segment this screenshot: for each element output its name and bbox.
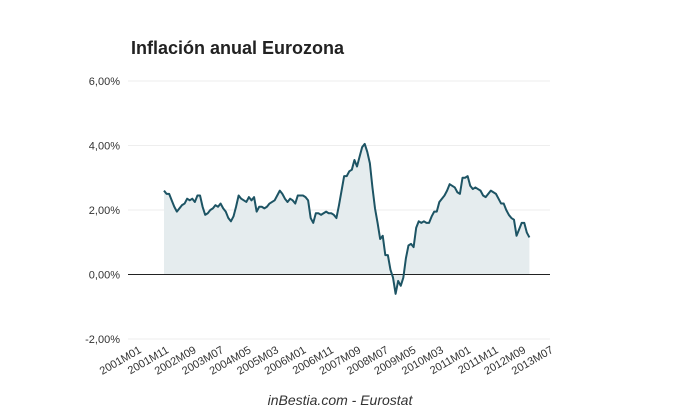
y-tick-label-4: -2,00% — [85, 334, 120, 346]
y-tick-label-3: 0,00% — [89, 270, 120, 282]
chart-title: Inflación anual Eurozona — [131, 38, 345, 58]
chart-source: inBestia.com - Eurostat — [267, 392, 413, 408]
y-tick-label-1: 4,00% — [89, 141, 120, 153]
series-line — [163, 142, 531, 295]
y-tick-label-0: 6,00% — [89, 76, 120, 88]
y-tick-label-2: 2,00% — [89, 205, 120, 217]
series-area — [164, 143, 530, 294]
